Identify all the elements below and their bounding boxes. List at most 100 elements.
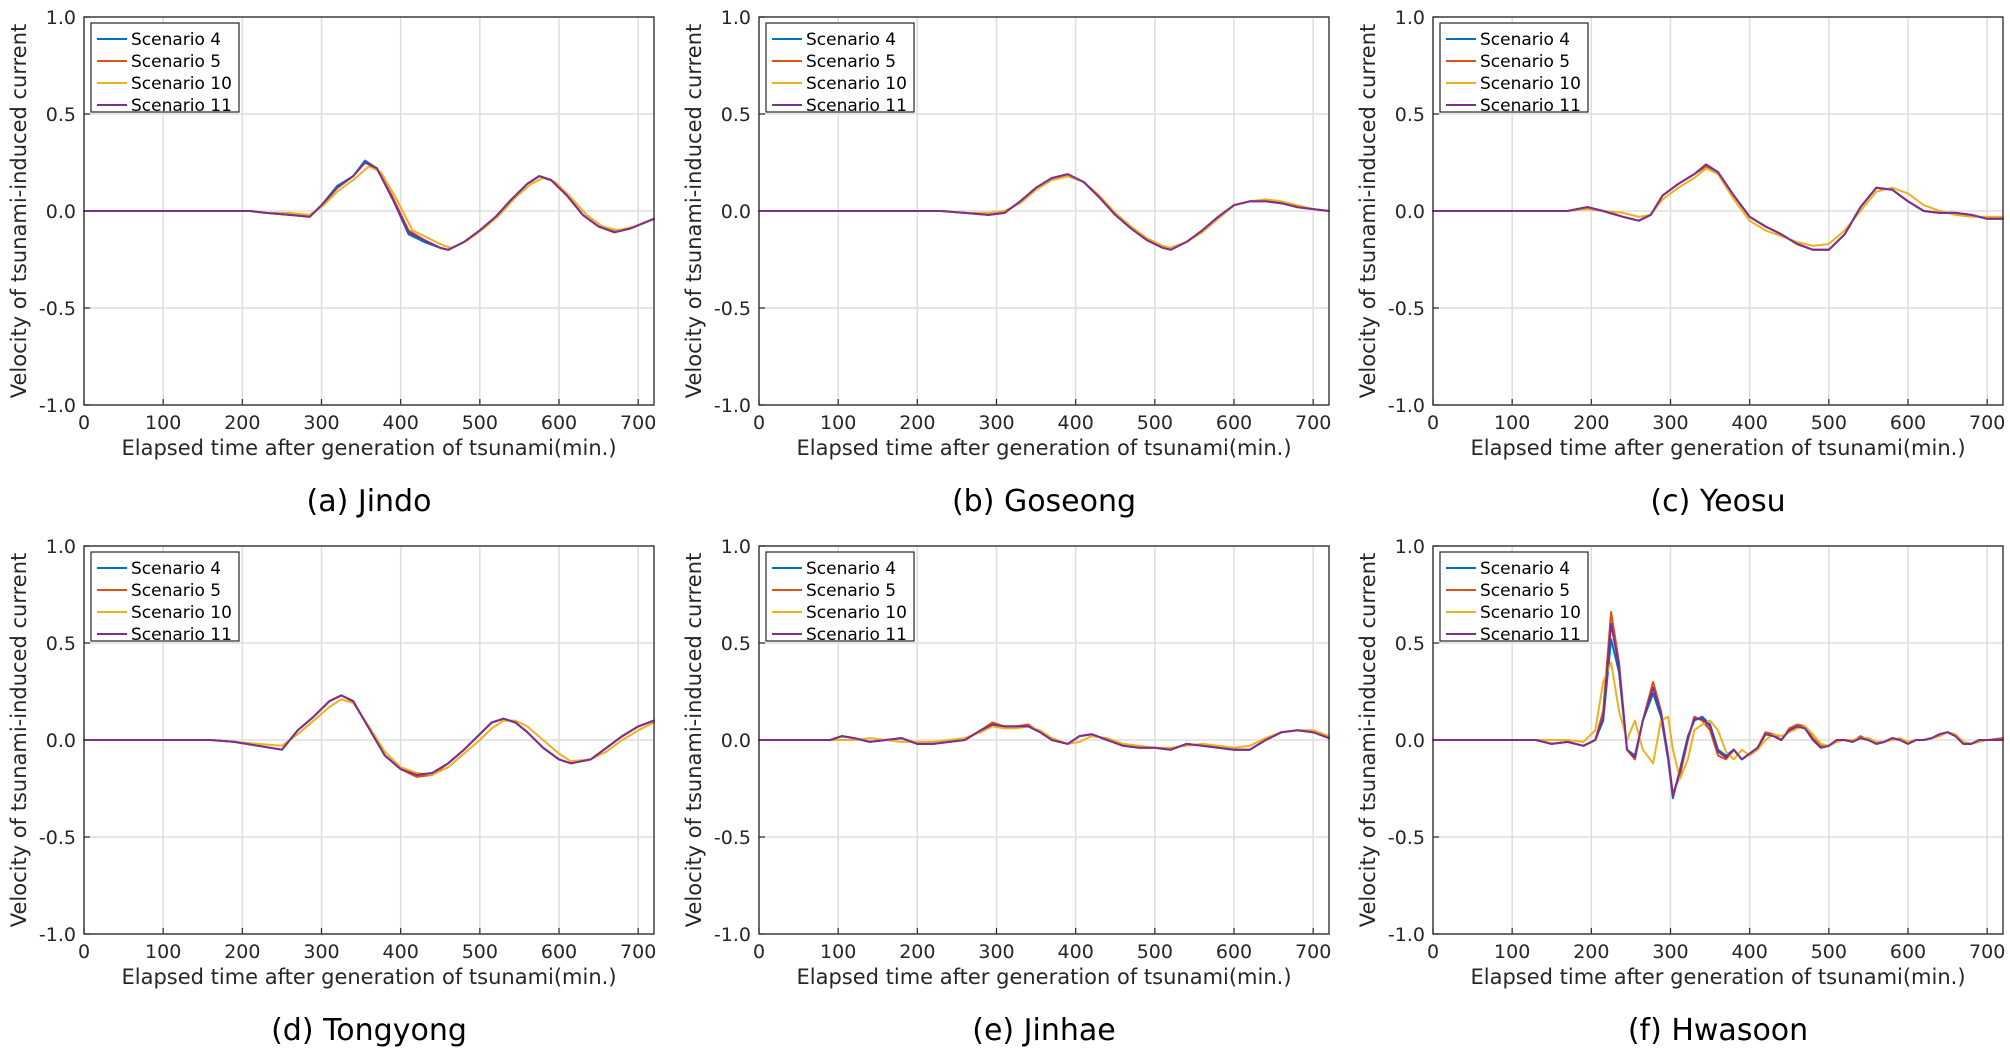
y-tick-label: -1.0 [1388,395,1425,417]
y-tick-label: -0.5 [1388,827,1425,849]
axes-box [83,545,655,935]
series-line-scenario-11 [758,173,1330,251]
x-tick-label: 600 [541,412,577,434]
x-tick-label: 500 [1811,412,1847,434]
x-tick-label: 400 [1058,941,1094,963]
legend-entry: Scenario 5 [1480,52,1570,72]
axes-box [1432,545,2004,935]
x-tick-label: 400 [383,412,419,434]
y-tick-label: 0.5 [46,633,76,655]
legend-entry: Scenario 10 [806,74,907,94]
legend-entry: Scenario 5 [806,581,896,601]
legend-box [765,551,915,642]
x-axis-label: Elapsed time after generation of tsunami… [1470,965,1965,989]
x-axis-label: Elapsed time after generation of tsunami… [1470,436,1965,460]
legend-entry: Scenario 10 [131,74,232,94]
series-line-scenario-11 [83,694,655,776]
y-tick-label: 1.0 [46,7,76,29]
x-tick-label: 200 [899,412,935,434]
x-tick-label: 400 [1732,941,1768,963]
chart-panel-3: 0 100 200 300 400 500 600 700 -1.0 -0.5 0.0 0.5 1.0 E… [1356,7,2005,519]
chart-panel-5: 0 100 200 300 400 500 600 700 -1.0 -0.5 0.0 0.5 1.0 E… [682,536,1331,1048]
legend-entry: Scenario 4 [806,30,896,50]
x-tick-label: 200 [224,941,260,963]
x-tick-label: 700 [1969,941,2005,963]
y-tick-label: -0.5 [39,827,76,849]
y-tick-label: -1.0 [714,924,751,946]
y-axis-label: Velocity of tsunami-induced current [7,553,31,928]
legend-entry: Scenario 5 [806,52,896,72]
series-line-scenario-11 [1432,622,2004,798]
legend-entry: Scenario 5 [131,52,221,72]
x-tick-label: 700 [1295,412,1331,434]
y-tick-label: 1.0 [1395,536,1425,558]
y-axis-label: Velocity of tsunami-induced current [682,24,706,399]
x-tick-label: 500 [462,941,498,963]
y-tick-label: 1.0 [721,7,751,29]
y-axis-label: Velocity of tsunami-induced current [7,24,31,399]
y-tick-label: -1.0 [714,395,751,417]
x-tick-label: 300 [303,412,339,434]
legend-entry: Scenario 11 [806,96,907,116]
panel-caption: (b) Goseong [952,484,1136,519]
chart-panel-1: 0 100 200 300 400 500 600 700 -1.0 -0.5 0.0 0.5 1.0 E… [7,7,656,519]
legend-entry: Scenario 5 [131,581,221,601]
x-tick-label: 400 [1058,412,1094,434]
legend-entry: Scenario 10 [806,603,907,623]
y-tick-label: -1.0 [39,924,76,946]
chart-panel-6: 0 100 200 300 400 500 600 700 -1.0 -0.5 0.0 0.5 1.0 E… [1356,536,2005,1048]
y-tick-label: 0.0 [1395,201,1425,223]
x-tick-label: 0 [78,412,90,434]
y-tick-label: -1.0 [39,395,76,417]
x-tick-label: 100 [820,941,856,963]
y-tick-label: -1.0 [1388,924,1425,946]
x-tick-label: 700 [620,941,656,963]
legend-entry: Scenario 5 [1480,581,1570,601]
y-tick-label: -0.5 [714,827,751,849]
y-axis-label: Velocity of tsunami-induced current [1356,553,1380,928]
y-tick-label: 0.5 [1395,633,1425,655]
y-tick-label: -0.5 [1388,298,1425,320]
x-axis-label: Elapsed time after generation of tsunami… [796,965,1291,989]
x-tick-label: 300 [303,941,339,963]
y-tick-label: -0.5 [714,298,751,320]
legend-box [765,22,915,113]
x-tick-label: 700 [620,412,656,434]
panel-caption: (f) Hwasoon [1628,1013,1808,1048]
y-tick-label: 0.5 [1395,104,1425,126]
legend-box [1439,22,1589,113]
x-tick-label: 0 [1427,941,1439,963]
chart-panel-2: 0 100 200 300 400 500 600 700 -1.0 -0.5 0.0 0.5 1.0 E… [682,7,1331,519]
panel-caption: (d) Tongyong [271,1013,467,1048]
legend-entry: Scenario 4 [806,559,896,579]
chart-panel-4: 0 100 200 300 400 500 600 700 -1.0 -0.5 0.0 0.5 1.0 E… [7,536,656,1048]
legend-entry: Scenario 11 [806,625,907,645]
x-tick-label: 200 [899,941,935,963]
x-axis-label: Elapsed time after generation of tsunami… [121,436,616,460]
series-line-scenario-10 [758,175,1330,249]
x-tick-label: 300 [1652,941,1688,963]
x-tick-label: 300 [978,941,1014,963]
x-tick-label: 500 [1137,941,1173,963]
x-tick-label: 700 [1295,941,1331,963]
y-tick-label: 0.0 [721,201,751,223]
legend-entry: Scenario 11 [131,625,232,645]
y-tick-label: 0.5 [721,633,751,655]
panel-caption: (e) Jinhae [972,1013,1115,1048]
axes-box [758,16,1330,406]
y-tick-label: 0.5 [46,104,76,126]
axes-box [83,16,655,406]
x-tick-label: 600 [1216,941,1252,963]
x-tick-label: 600 [1890,412,1926,434]
x-tick-label: 700 [1969,412,2005,434]
legend-entry: Scenario 4 [131,559,221,579]
y-tick-label: 1.0 [46,536,76,558]
y-tick-label: 1.0 [721,536,751,558]
x-tick-label: 100 [1494,941,1530,963]
x-tick-label: 600 [1216,412,1252,434]
